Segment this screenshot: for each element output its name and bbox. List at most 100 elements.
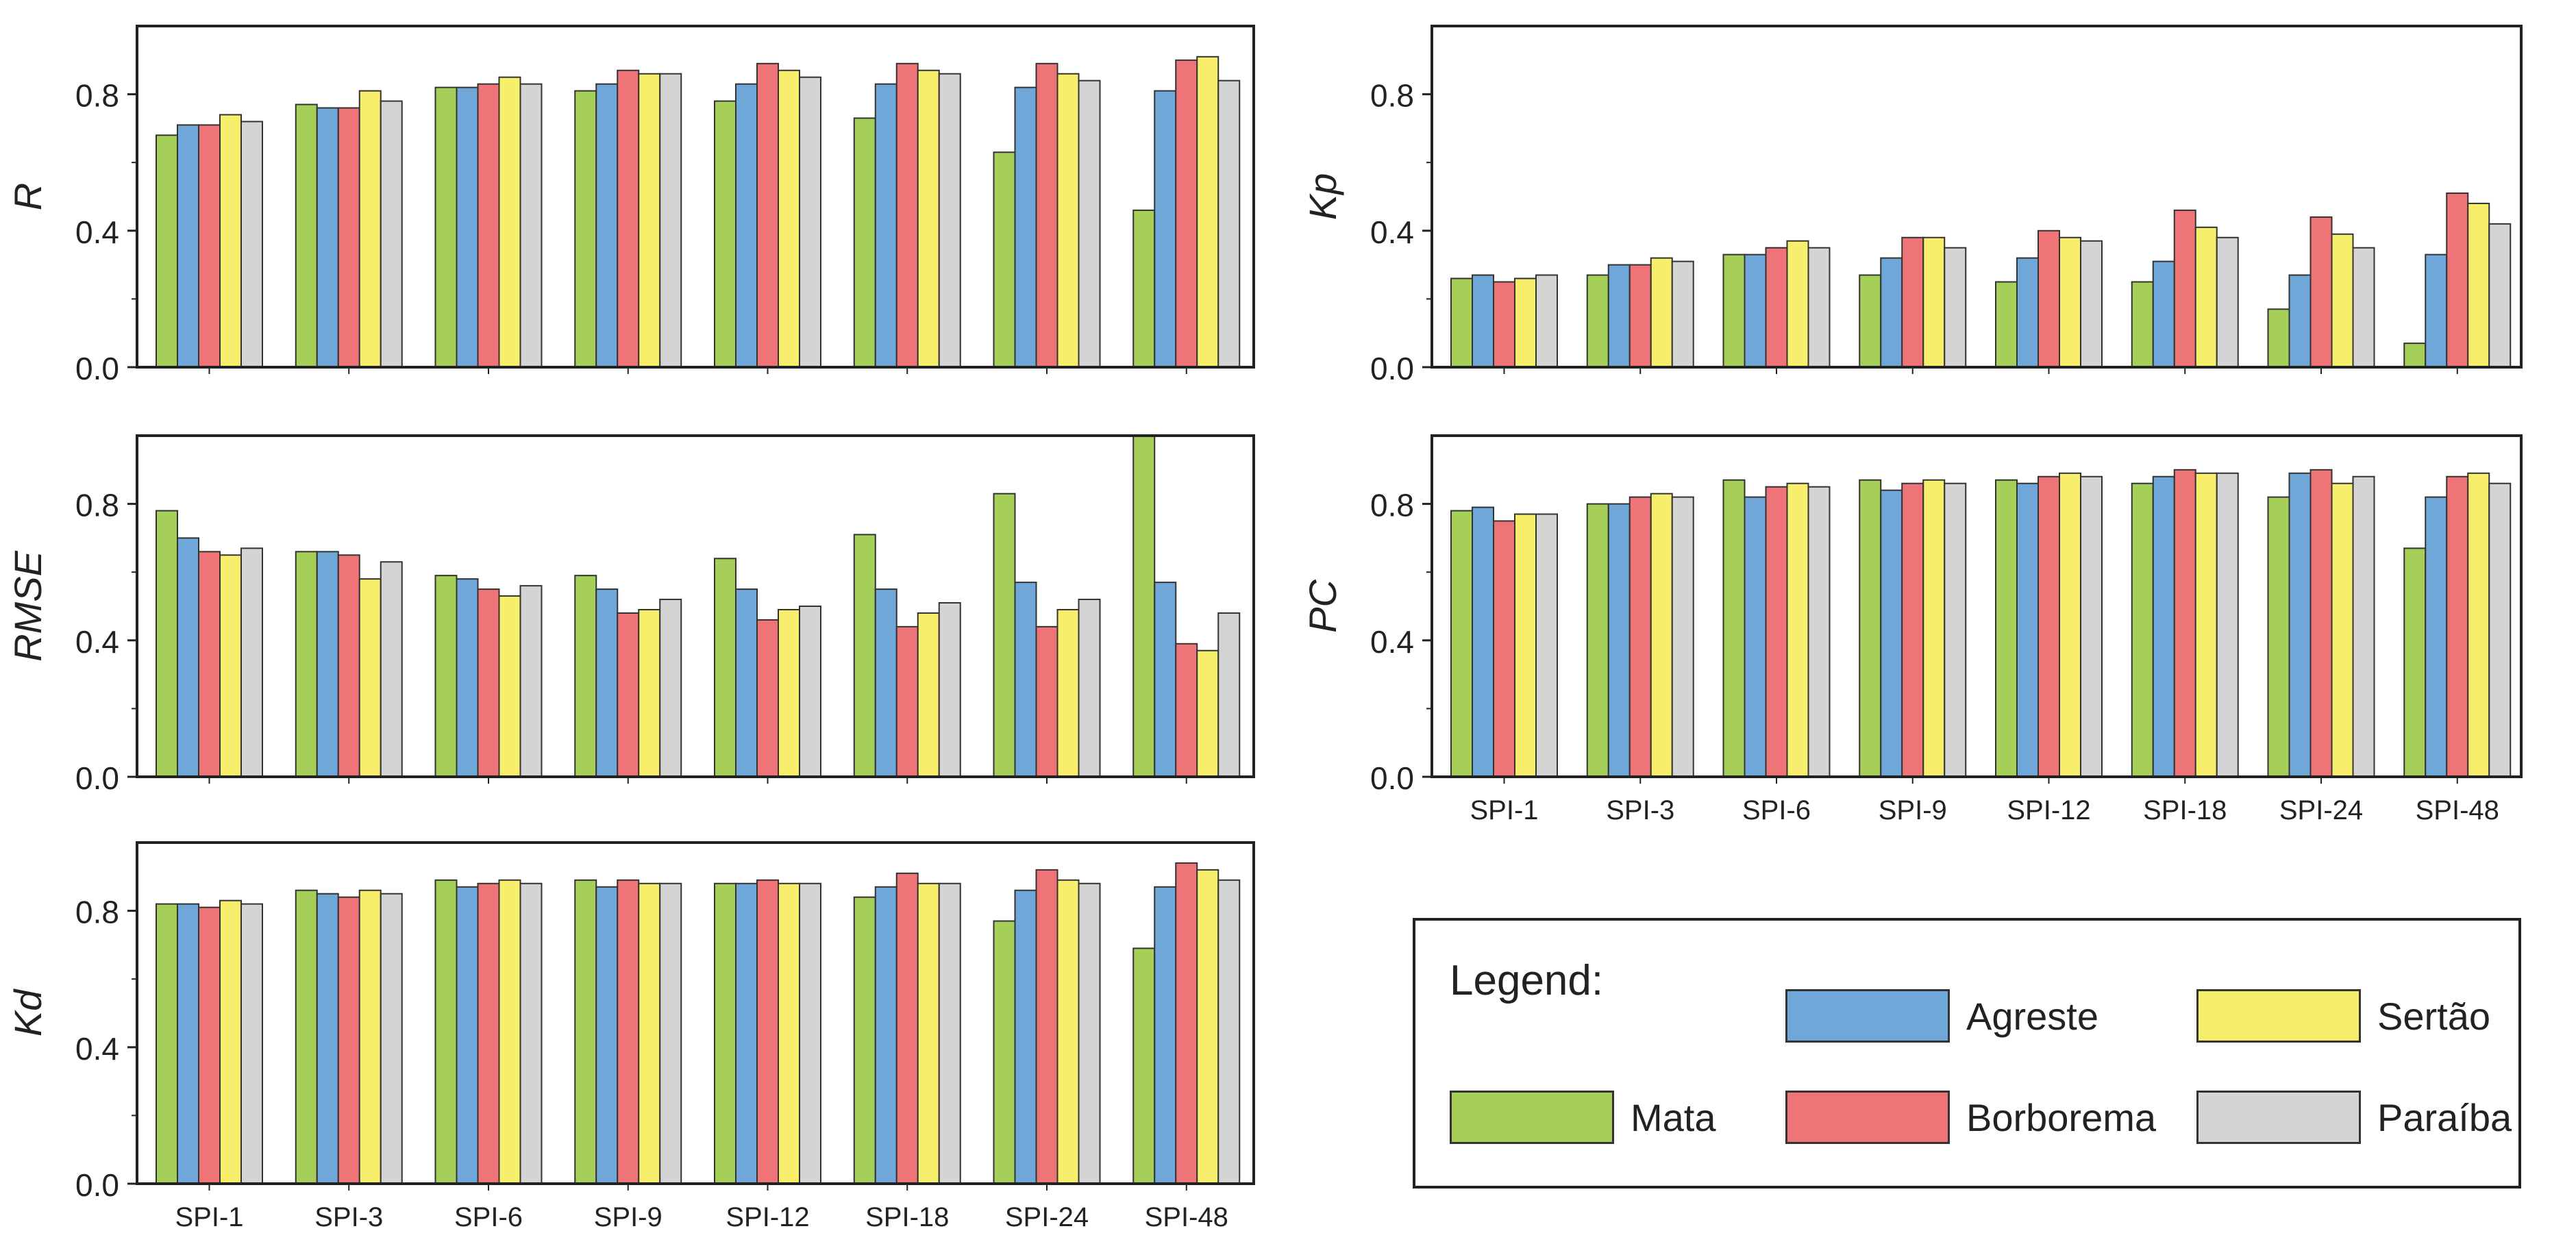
- bar-r-spi-6-agreste: [456, 86, 479, 368]
- bar-kp-spi-18-agreste: [2152, 260, 2175, 368]
- y-tick-label: 0.0: [75, 1167, 119, 1203]
- bar-pc-spi-12-paraiba: [2080, 475, 2103, 777]
- bar-pc-spi-9-borborema: [1901, 482, 1924, 777]
- bar-r-spi-1-mata: [156, 134, 178, 369]
- chart-pc: 0.0 0.4 0.8 PC SPI-1 SPI-3 SPI-6 SPI-9 SPI-12 SPI…: [1301, 434, 2523, 825]
- legend-label-sertao: Sertão: [2377, 994, 2490, 1038]
- bar-kp-spi-9-paraiba: [1944, 247, 1967, 369]
- plot-frame: [136, 434, 1255, 778]
- legend-label-paraiba: Paraíba: [2377, 1095, 2512, 1139]
- bar-r-spi-9-borborema: [617, 69, 640, 369]
- bar-kp-spi-6-mata: [1722, 253, 1746, 368]
- x-tick-label: SPI-6: [454, 1202, 523, 1232]
- bar-rmse-spi-6-paraiba: [519, 585, 543, 777]
- bar-rmse-spi-18-borborema: [895, 625, 919, 777]
- bar-kp-spi-48-mata: [2403, 343, 2427, 369]
- legend-swatch-mata: [1450, 1091, 1614, 1144]
- bar-kd-spi-6-borborema: [477, 882, 500, 1184]
- y-tick-label: 0.0: [1370, 760, 1414, 796]
- bar-rmse-spi-12-mata: [714, 558, 736, 778]
- bar-kp-spi-9-sertao: [1922, 236, 1946, 369]
- bar-rmse-spi-9-borborema: [617, 612, 640, 778]
- bar-pc-spi-1-borborema: [1493, 520, 1515, 777]
- bar-r-spi-48-paraiba: [1217, 79, 1241, 369]
- legend-item-mata: Mata: [1450, 1091, 1716, 1144]
- x-tick-label: SPI-48: [2416, 795, 2499, 825]
- bar-kd-spi-3-borborema: [337, 896, 360, 1185]
- bar-rmse-spi-1-borborema: [198, 551, 221, 777]
- bar-pc-spi-48-paraiba: [2488, 482, 2512, 777]
- bar-pc-spi-24-agreste: [2288, 472, 2312, 778]
- bar-kd-spi-9-borborema: [617, 879, 640, 1185]
- bar-rmse-spi-18-mata: [853, 534, 876, 777]
- bar-kp-spi-18-borborema: [2173, 209, 2196, 369]
- bar-kp-spi-3-sertao: [1650, 257, 1673, 369]
- bar-kd-spi-1-agreste: [177, 903, 199, 1184]
- bar-pc-spi-24-mata: [2267, 496, 2290, 777]
- bar-rmse-spi-3-borborema: [337, 554, 360, 777]
- x-tick-label: SPI-12: [726, 1202, 809, 1232]
- bar-rmse-spi-24-paraiba: [1078, 599, 1101, 777]
- bar-pc-spi-9-sertao: [1922, 479, 1946, 777]
- bar-kd-spi-18-borborema: [895, 872, 919, 1184]
- bar-kd-spi-24-sertao: [1056, 879, 1080, 1185]
- bar-r-spi-48-agreste: [1154, 90, 1177, 368]
- bar-r-spi-24-paraiba: [1078, 79, 1101, 369]
- bar-r-spi-12-mata: [714, 100, 736, 368]
- bar-pc-spi-6-mata: [1722, 479, 1746, 777]
- bar-r-spi-6-paraiba: [519, 83, 543, 368]
- y-tick-label: 0.0: [1370, 351, 1414, 386]
- bar-kd-spi-24-paraiba: [1078, 882, 1101, 1184]
- bar-pc-spi-3-borborema: [1628, 496, 1652, 777]
- y-tick-label: 0.4: [1370, 624, 1414, 660]
- bar-rmse-spi-18-agreste: [874, 588, 897, 777]
- plot-frame: [1431, 434, 2523, 778]
- bar-kp-spi-9-borborema: [1901, 236, 1924, 369]
- bar-pc-spi-24-sertao: [2331, 482, 2354, 777]
- bar-pc-spi-12-sertao: [2059, 472, 2081, 778]
- x-tick-label: SPI-18: [2143, 795, 2227, 825]
- legend: Legend: Mata Agreste Borborema Sertão Pa…: [1413, 918, 2521, 1188]
- bar-r-spi-18-borborema: [895, 62, 919, 368]
- y-tick-label: 0.8: [75, 488, 119, 523]
- bar-r-spi-48-sertao: [1196, 55, 1219, 368]
- legend-label-mata: Mata: [1631, 1095, 1716, 1139]
- bar-kp-spi-18-sertao: [2194, 226, 2218, 368]
- bar-pc-spi-6-sertao: [1786, 482, 1809, 777]
- chart-kp: 0.0 0.4 0.8 Kp: [1301, 25, 2523, 386]
- y-axis-label: Kd: [6, 988, 49, 1036]
- bar-kd-spi-1-mata: [156, 903, 178, 1184]
- bar-rmse-spi-3-mata: [295, 551, 318, 777]
- bar-kd-spi-3-agreste: [316, 893, 339, 1184]
- bar-kp-spi-3-borborema: [1628, 264, 1652, 368]
- x-tick-label: SPI-18: [865, 1202, 949, 1232]
- bar-kd-spi-24-agreste: [1014, 889, 1037, 1184]
- bar-rmse-spi-9-mata: [574, 575, 597, 777]
- bar-kp-spi-24-sertao: [2331, 233, 2354, 368]
- bar-rmse-spi-6-agreste: [456, 578, 479, 777]
- bar-pc-spi-18-borborema: [2173, 469, 2196, 777]
- bar-kp-spi-48-sertao: [2467, 202, 2490, 368]
- bar-kp-spi-1-agreste: [1472, 274, 1494, 369]
- bar-pc-spi-6-paraiba: [1807, 486, 1831, 777]
- x-tick-label: SPI-1: [1470, 795, 1538, 825]
- bar-kd-spi-1-borborema: [198, 906, 221, 1184]
- bar-r-spi-9-paraiba: [659, 73, 682, 368]
- bar-kd-spi-6-agreste: [456, 886, 479, 1184]
- legend-item-sertao: Sertão: [2196, 989, 2490, 1043]
- bar-pc-spi-3-sertao: [1650, 493, 1673, 777]
- bar-r-spi-24-borborema: [1035, 62, 1058, 368]
- bar-kp-spi-18-paraiba: [2216, 236, 2239, 369]
- bar-r-spi-1-agreste: [177, 124, 199, 368]
- x-tick-label: SPI-24: [2279, 795, 2363, 825]
- bar-rmse-spi-48-agreste: [1154, 582, 1177, 777]
- bar-kd-spi-48-borborema: [1175, 862, 1198, 1184]
- y-axis-label: RMSE: [6, 550, 49, 661]
- y-tick-label: 0.4: [75, 214, 119, 250]
- legend-label-borborema: Borborema: [1966, 1095, 2157, 1139]
- bar-kd-spi-48-paraiba: [1217, 879, 1241, 1185]
- y-tick-label: 0.8: [1370, 488, 1414, 523]
- bar-kd-spi-3-mata: [295, 889, 318, 1184]
- bar-r-spi-24-mata: [993, 151, 1016, 368]
- bar-rmse-spi-9-paraiba: [659, 599, 682, 777]
